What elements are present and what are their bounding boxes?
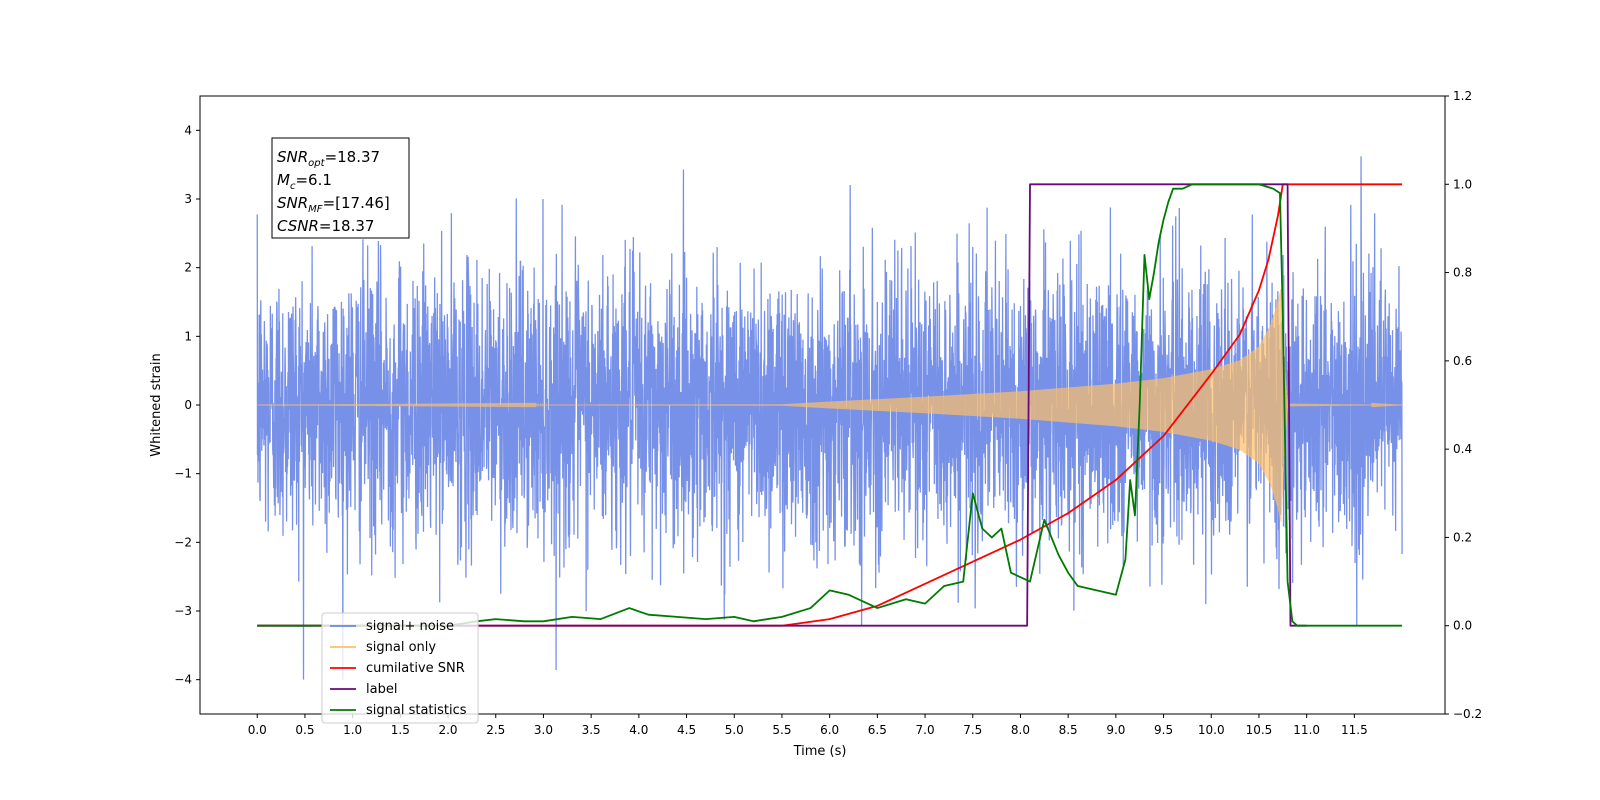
series-signal-only [257,289,1403,522]
x-tick-label: 8.5 [1059,723,1078,737]
annotation-value: =[17.46] [323,194,390,212]
x-tick-label: 0.0 [248,723,267,737]
annotation-symbol: CSNR [277,217,319,235]
y2-tick-label: 0.2 [1453,530,1472,544]
legend-entry: signal+ noise [366,619,454,634]
legend-frame [321,612,479,724]
series-cumulative-snr [257,183,1403,627]
x-axis-label: Time (s) [793,744,847,759]
x-tick-label: 8.0 [1011,723,1030,737]
annotation-subscript: c [290,181,296,192]
x-tick-label: 3.5 [582,723,601,737]
y-tick-label: −4 [174,673,192,687]
annotation-line: Mc=6.1 [277,171,332,192]
legend-entry: signal only [366,640,436,655]
x-tick-label: 11.0 [1293,723,1320,737]
annotation-symbol: SNR [277,148,308,166]
series-signal-statistics [257,183,1403,627]
annotation-line: SNRopt=18.37 [277,148,380,169]
y2-tick-label: 1.2 [1453,89,1472,103]
x-tick-label: 4.5 [677,723,696,737]
y-tick-label: 2 [184,261,192,275]
annotation-symbol: M [277,171,290,189]
annotation-line: SNRMF=[17.46] [277,194,390,215]
x-tick-label: 1.5 [391,723,410,737]
y-axis-right: −0.2 0.0 0.2 0.4 0.6 0.8 1.0 1.2 [1445,89,1482,721]
annotation-symbol: SNR [277,194,308,212]
annotation-value: =18.37 [325,148,381,166]
x-tick-label: 9.5 [1154,723,1173,737]
y2-tick-label: 0.6 [1453,354,1472,368]
y2-tick-label: 1.0 [1453,177,1472,191]
x-tick-label: 10.0 [1198,723,1225,737]
series-label [257,183,1307,627]
x-axis: 0.0 0.5 1.0 1.5 2.0 2.5 3.0 3.5 4.0 4.5 5.0 5.5 6.0 6… [248,714,1368,737]
y-tick-label: −3 [174,604,192,618]
annotation-subscript: MF [308,204,323,215]
x-tick-label: 3.0 [534,723,553,737]
y2-tick-label: 0.8 [1453,266,1472,280]
y2-tick-label: 0.0 [1453,619,1472,633]
x-tick-label: 11.5 [1341,723,1368,737]
annotation-value: =6.1 [295,171,331,189]
y-axis-left: −4 −3 −2 −1 0 1 2 3 4 [174,123,200,687]
x-tick-label: 0.5 [295,723,314,737]
annotation-frame [271,137,410,239]
annotation-subscript: opt [308,158,325,169]
x-tick-label: 1.0 [343,723,362,737]
legend: signal+ noise signal only cumilative SNR la… [321,612,479,724]
annotation-value: =18.37 [319,217,375,235]
y-tick-label: 3 [184,192,192,206]
x-tick-label: 5.0 [725,723,744,737]
x-tick-label: 2.5 [486,723,505,737]
y-tick-label: 4 [184,123,192,137]
x-tick-label: 6.0 [820,723,839,737]
y-axis-label: Whitened strain [149,353,164,456]
annotation-line: CSNR=18.37 [277,217,374,235]
y-tick-label: 1 [184,329,192,343]
x-tick-label: 4.0 [629,723,648,737]
y-tick-label: −2 [174,535,192,549]
legend-entry: cumilative SNR [366,661,465,676]
x-tick-label: 6.5 [868,723,887,737]
y-tick-label: 0 [184,398,192,412]
y-tick-label: −1 [174,467,192,481]
x-tick-label: 2.0 [438,723,457,737]
legend-entry: signal statistics [366,703,467,718]
x-tick-label: 7.5 [963,723,982,737]
stats-annotation-box: SNRopt=18.37Mc=6.1SNRMF=[17.46]CSNR=18.3… [271,137,410,239]
legend-entry: label [366,682,397,697]
y2-tick-label: −0.2 [1453,707,1482,721]
y2-tick-label: 0.4 [1453,442,1472,456]
x-tick-label: 7.0 [916,723,935,737]
plot-area [256,156,1403,680]
x-tick-label: 5.5 [772,723,791,737]
x-tick-label: 9.0 [1106,723,1125,737]
x-tick-label: 10.5 [1246,723,1273,737]
series-signal-noise [256,156,1403,680]
